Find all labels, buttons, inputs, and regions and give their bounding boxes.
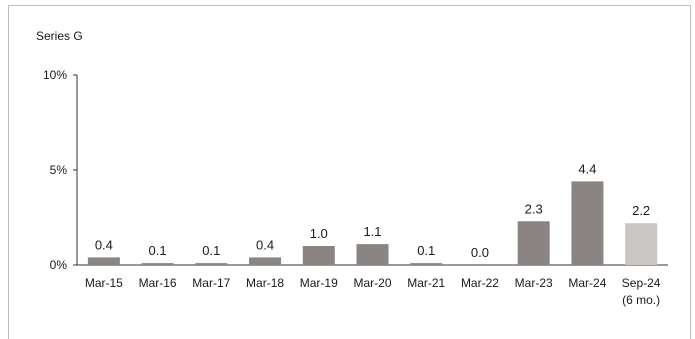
x-tick-label: Mar-18 — [246, 276, 284, 290]
bar — [517, 221, 550, 265]
x-tick-label: Mar-21 — [407, 276, 445, 290]
bar — [302, 246, 335, 265]
y-tick-label: 0% — [50, 258, 68, 272]
y-tick-label: 5% — [50, 163, 68, 177]
y-tick-labels: 0% 5% 10% — [43, 68, 77, 272]
x-tick-label: Mar-22 — [461, 276, 499, 290]
value-labels: 0.4 0.1 0.1 0.4 1.0 1.1 0.1 0.0 2.3 4.4 2.2 — [95, 161, 650, 260]
data-label: 1.0 — [310, 226, 328, 241]
data-label: 4.4 — [578, 161, 596, 176]
data-label: 0.0 — [471, 245, 489, 260]
data-label: 0.4 — [256, 237, 274, 252]
x-tick-label: Mar-20 — [353, 276, 391, 290]
data-label: 1.1 — [363, 224, 381, 239]
data-label: 0.1 — [202, 243, 220, 258]
data-label: 2.2 — [632, 203, 650, 218]
bar — [356, 244, 389, 265]
x-tick-label: Mar-23 — [515, 276, 553, 290]
x-tick-label: Mar-19 — [300, 276, 338, 290]
bar — [571, 181, 604, 265]
chart-frame — [8, 5, 691, 339]
data-label: 0.1 — [417, 243, 435, 258]
x-tick-label: Mar-17 — [192, 276, 230, 290]
bar — [410, 263, 443, 265]
chart-title: Series G — [36, 29, 83, 43]
x-tick-label: Sep-24 — [622, 276, 661, 290]
x-tick-labels: Mar-15 Mar-16 Mar-17 Mar-18 Mar-19 Mar-20 Mar-… — [85, 276, 661, 307]
y-tick-label: 10% — [43, 68, 67, 82]
bar — [141, 263, 174, 265]
x-tick-label: (6 mo.) — [622, 293, 660, 307]
bars — [87, 181, 658, 265]
x-tick-label: Mar-24 — [568, 276, 606, 290]
bar — [249, 257, 282, 265]
bar — [625, 223, 658, 265]
data-label: 2.3 — [525, 201, 543, 216]
bar — [195, 263, 228, 265]
bar — [87, 257, 120, 265]
data-label: 0.4 — [95, 237, 113, 252]
x-tick-label: Mar-16 — [139, 276, 177, 290]
x-tick-label: Mar-15 — [85, 276, 123, 290]
data-label: 0.1 — [149, 243, 167, 258]
